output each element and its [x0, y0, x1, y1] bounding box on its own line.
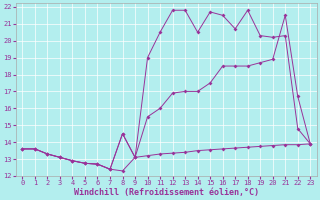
X-axis label: Windchill (Refroidissement éolien,°C): Windchill (Refroidissement éolien,°C): [74, 188, 259, 197]
